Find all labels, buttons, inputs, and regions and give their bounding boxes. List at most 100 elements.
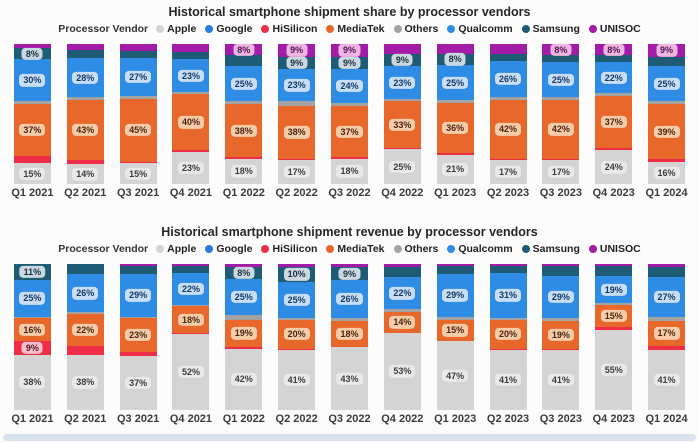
legend-item-samsung: Samsung [521, 22, 580, 35]
segment-value-label: 26% [72, 287, 99, 300]
bar-segment-qualcomm: 24% [330, 69, 368, 103]
bar-segment-others [66, 97, 104, 101]
x-axis-label: Q1 2021 [11, 187, 54, 199]
bar-segment-mediatek: 23% [119, 318, 157, 352]
bar-segment-apple: 38% [66, 354, 104, 410]
bar-segment-others [225, 101, 263, 105]
segment-value-label: 22% [72, 323, 99, 336]
bar-segment-samsung: 8% [13, 47, 51, 60]
bar-segment-unisoc [383, 44, 421, 54]
stacked-bar-q3-2023: 17% 42% 25% 8% [542, 43, 580, 184]
bar-segment-others [278, 318, 316, 320]
segment-value-label: 25% [442, 76, 469, 89]
segment-value-label: 9% [656, 44, 678, 57]
bar-segment-qualcomm: 26% [330, 280, 368, 319]
bar-segment-mediatek: 20% [278, 319, 316, 349]
segment-value-label: 41% [547, 373, 574, 387]
legend-label: HiSilicon [272, 242, 318, 255]
legend-label: UNISOC [599, 242, 641, 255]
bar-segment-apple: 25% [383, 149, 421, 184]
segment-value-label: 18% [336, 327, 363, 341]
bar-segment-mediatek: 42% [489, 100, 527, 159]
segment-value-label: 38% [19, 376, 46, 389]
legend-swatch-icon [447, 244, 456, 253]
bar-segment-apple: 41% [278, 350, 316, 410]
segment-value-label: 28% [72, 71, 99, 84]
bar-segment-unisoc [119, 264, 157, 266]
bar-segment-apple: 17% [542, 160, 580, 184]
segment-value-label: 26% [336, 292, 363, 306]
bar-segment-unisoc: 9% [330, 44, 368, 57]
bar-segment-samsung [225, 55, 263, 67]
bar-segment-others [225, 315, 263, 320]
segment-value-label: 23% [389, 76, 416, 89]
bar-segment-mediatek: 36% [436, 102, 474, 154]
bar-segment-unisoc: 8% [225, 43, 263, 56]
bar-segment-others [330, 102, 368, 106]
bar-segment-others [648, 101, 686, 105]
segment-value-label: 25% [283, 293, 310, 306]
bar-segment-mediatek: 38% [225, 104, 263, 158]
segment-value-label: 29% [547, 290, 574, 304]
chart-title: Historical smartphone shipment share by … [168, 5, 531, 19]
x-axis-label: Q3 2023 [539, 413, 582, 425]
segment-value-label: 38% [230, 124, 257, 137]
bar-segment-samsung [119, 51, 157, 59]
segment-value-label: 23% [125, 328, 152, 341]
bar-column: 42% 19% 25% 8% [217, 264, 270, 410]
plot-area: 15% 37% 30% 8% 14% 43% 28% 15% 45% 27% 23% 40% 23% 18… [0, 43, 699, 184]
legend-label: Apple [167, 242, 197, 255]
legend-label: Samsung [532, 242, 580, 255]
bar-segment-samsung [542, 55, 580, 63]
stacked-bar-q3-2021: 15% 45% 27% [119, 44, 157, 184]
bar-segment-unisoc: 8% [542, 43, 580, 56]
segment-value-label: 9% [21, 341, 43, 355]
stacked-bar-q3-2023: 41% 19% 29% [542, 264, 580, 410]
legend-label: Others [404, 242, 439, 255]
bar-segment-mediatek: 19% [225, 319, 263, 348]
stacked-bar-q2-2021: 38% 22% 26% [66, 264, 104, 410]
bar-segment-mediatek: 22% [66, 313, 104, 346]
chart-title: Historical smartphone shipment revenue b… [161, 225, 538, 239]
bar-segment-mediatek: 15% [436, 319, 474, 342]
legend-items: Apple Google HiSilicon MediaTek Others Qualco… [156, 23, 641, 35]
bar-column: 55% 15% 19% [587, 264, 640, 410]
x-axis-label: Q1 2024 [645, 413, 688, 425]
bar-segment-samsung: 9% [278, 56, 316, 70]
segment-value-label: 19% [600, 283, 627, 296]
x-axis-label: Q1 2023 [434, 187, 477, 199]
legend-label: Samsung [532, 22, 580, 35]
bar-segment-others [13, 101, 51, 105]
bar-segment-samsung [66, 49, 104, 59]
legend-item-apple: Apple [156, 243, 196, 255]
bar-column: 15% 37% 30% 8% [6, 44, 59, 184]
bar-segment-others [436, 316, 474, 320]
bar-segment-hisilicon [13, 156, 51, 163]
segment-value-label: 9% [338, 56, 360, 70]
x-axis-label: Q3 2021 [117, 187, 160, 199]
bar-column: 23% 40% 23% [165, 44, 218, 184]
segment-value-label: 19% [547, 328, 574, 341]
bar-segment-apple: 42% [225, 348, 263, 410]
stacked-bar-q3-2021: 37% 23% 29% [119, 264, 157, 410]
bar-segment-qualcomm: 25% [225, 278, 263, 316]
bar-column: 14% 43% 28% [59, 44, 112, 184]
segment-value-label: 25% [547, 73, 574, 86]
bar-segment-hisilicon [225, 347, 263, 349]
bar-segment-qualcomm: 28% [66, 58, 104, 98]
stacked-bar-q1-2024: 16% 39% 25% 9% [648, 44, 686, 184]
stacked-bar-q1-2023: 47% 15% 29% [436, 264, 474, 410]
segment-value-label: 18% [230, 165, 257, 178]
segment-value-label: 30% [19, 74, 46, 87]
bar-segment-samsung [489, 265, 527, 273]
bar-column: 17% 38% 23% 9% 9% [270, 44, 323, 184]
segment-value-label: 16% [19, 323, 46, 336]
bar-segment-others [330, 318, 368, 321]
x-axis-label: Q1 2021 [11, 413, 54, 425]
bar-segment-others [489, 318, 527, 320]
segment-value-label: 27% [125, 70, 152, 84]
bar-column: 18% 37% 24% 9% 9% [323, 44, 376, 184]
bar-column: 17% 42% 25% 8% [534, 43, 587, 184]
legend-swatch-icon [393, 24, 402, 33]
segment-value-label: 41% [653, 373, 680, 387]
